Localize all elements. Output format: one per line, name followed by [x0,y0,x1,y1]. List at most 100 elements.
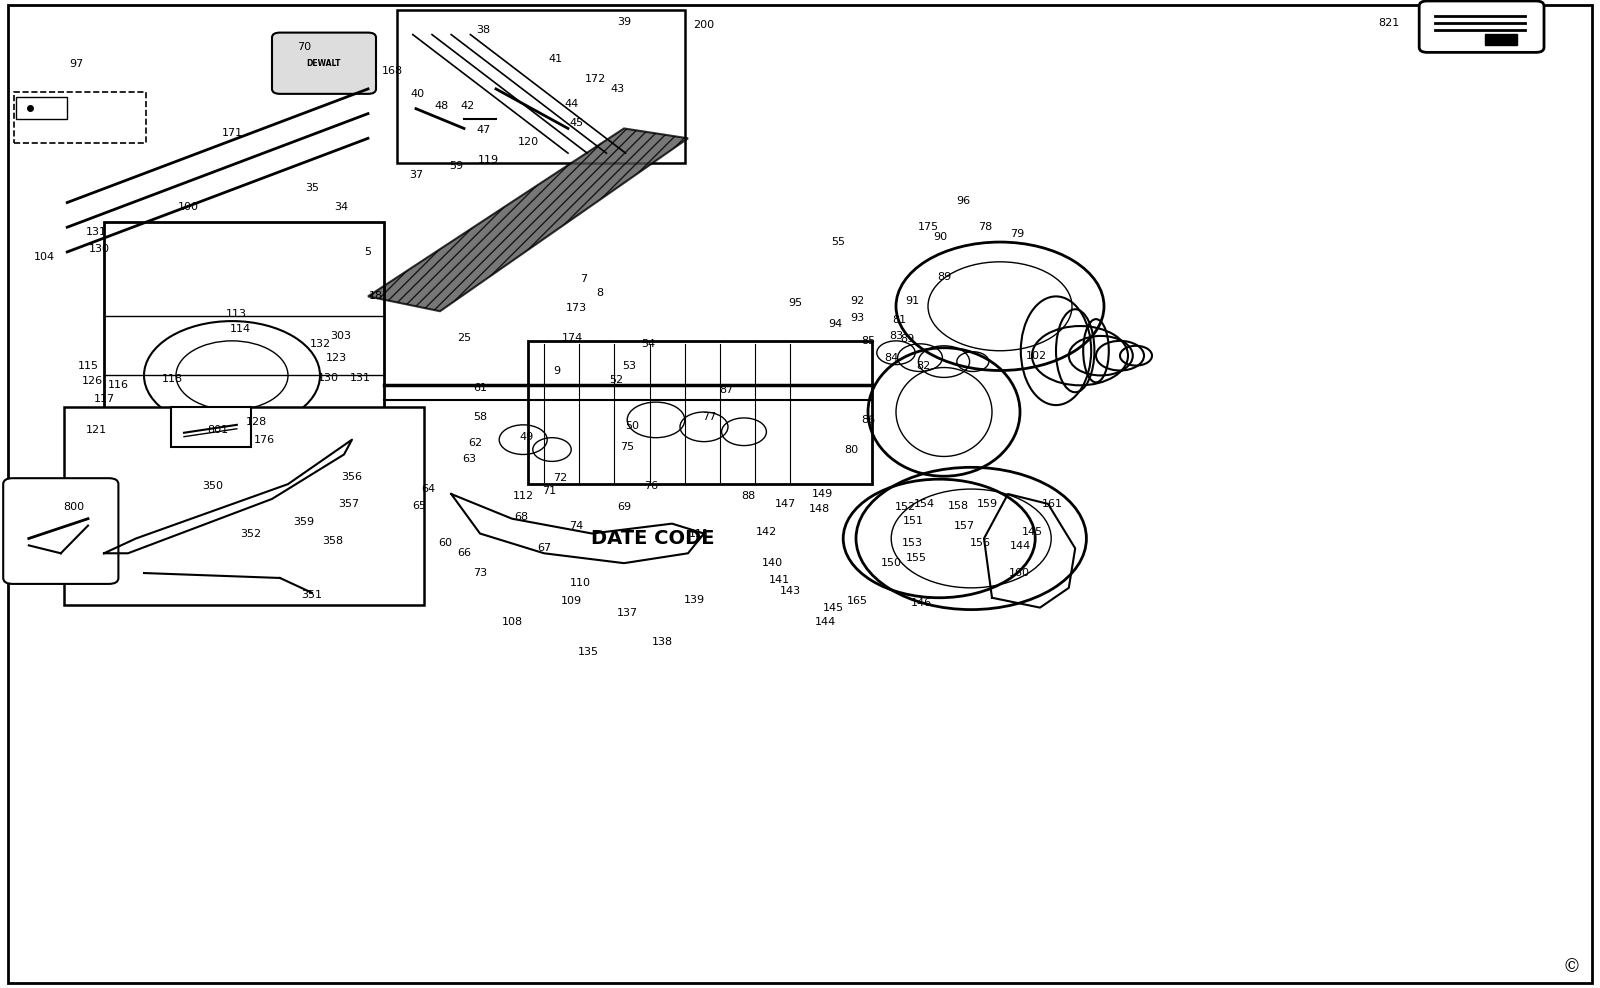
FancyBboxPatch shape [272,33,376,94]
Text: 92: 92 [851,296,864,306]
Bar [16,97,67,119]
Text: 44: 44 [565,99,578,109]
Text: 89: 89 [901,334,914,344]
Text: 356: 356 [341,472,363,482]
Text: 351: 351 [301,590,323,600]
Text: ©: © [1563,958,1581,976]
Bar [171,407,251,447]
Text: 117: 117 [93,394,115,404]
Text: 89: 89 [938,272,950,282]
Text: 49: 49 [520,432,533,442]
Text: 70: 70 [298,42,310,52]
Text: 78: 78 [979,222,992,232]
Text: 123: 123 [325,353,347,363]
Text: 160: 160 [1008,568,1030,578]
Text: 130: 130 [88,244,110,254]
Text: 150: 150 [880,558,902,568]
Text: 175: 175 [917,222,939,232]
Text: 821: 821 [1378,18,1400,28]
Bar [104,222,384,440]
Text: 5: 5 [365,247,371,257]
Text: 128: 128 [245,417,267,427]
Text: 54: 54 [642,339,654,349]
Text: 154: 154 [914,499,936,509]
Text: 80: 80 [845,445,858,454]
Text: 39: 39 [618,17,630,27]
Text: 90: 90 [934,232,947,242]
Text: 86: 86 [862,415,875,425]
FancyBboxPatch shape [3,478,118,584]
Text: 149: 149 [811,489,834,499]
Text: 63: 63 [462,454,475,464]
FancyBboxPatch shape [1419,1,1544,52]
Text: 94: 94 [829,319,842,329]
Text: 131: 131 [349,373,371,383]
Text: 165: 165 [846,596,869,606]
Text: 93: 93 [851,313,864,323]
Text: 137: 137 [616,608,638,618]
Text: 8: 8 [597,288,603,298]
Text: 131: 131 [85,227,107,237]
Text: 42: 42 [461,101,474,111]
Bar [64,407,424,605]
Text: 66: 66 [458,548,470,558]
Text: 60: 60 [438,538,451,548]
Text: 76: 76 [645,481,658,491]
Text: 153: 153 [901,538,923,548]
Text: 110: 110 [570,578,592,588]
Text: 158: 158 [947,501,970,511]
Text: 65: 65 [413,501,426,511]
Text: 152: 152 [894,502,917,512]
Text: 71: 71 [542,486,555,496]
Text: 7: 7 [581,274,587,284]
Text: 102: 102 [1026,351,1048,361]
Text: 200: 200 [693,20,715,30]
Text: 48: 48 [435,101,448,111]
Bar [528,341,872,484]
Text: 357: 357 [338,499,360,509]
Text: 352: 352 [240,529,262,538]
Bar [14,92,146,143]
Text: 174: 174 [562,333,584,343]
Text: 82: 82 [917,361,930,370]
Text: 64: 64 [422,484,435,494]
Text: 55: 55 [832,237,845,247]
Text: DEWALT: DEWALT [306,58,341,68]
Text: DATE CODE: DATE CODE [590,529,715,548]
Text: 116: 116 [107,380,130,390]
Text: 132: 132 [309,339,331,349]
Text: 58: 58 [474,412,486,422]
Text: 72: 72 [554,473,566,483]
Bar [1485,34,1517,45]
Text: 97: 97 [70,59,83,69]
Text: 115: 115 [77,361,99,370]
Text: 41: 41 [549,54,562,64]
Text: 172: 172 [584,74,606,84]
Text: 141: 141 [768,575,790,585]
Text: 52: 52 [610,375,622,385]
Text: 104: 104 [34,252,56,262]
Text: 62: 62 [469,438,482,448]
Text: 53: 53 [622,361,635,370]
Text: 157: 157 [954,521,976,531]
Text: 74: 74 [570,521,582,531]
Text: 155: 155 [906,553,928,563]
Text: 143: 143 [779,586,802,596]
Bar [397,10,685,163]
Text: 61: 61 [474,383,486,393]
Text: 130: 130 [317,373,339,383]
Text: 140: 140 [762,558,784,568]
Text: 303: 303 [330,331,352,341]
Text: 108: 108 [501,618,523,627]
Text: 171: 171 [221,128,243,138]
Text: 85: 85 [862,336,875,346]
Text: 77: 77 [702,412,715,422]
Text: 84: 84 [885,353,898,363]
Text: 156: 156 [970,538,992,548]
Text: 83: 83 [890,331,902,341]
Text: 801: 801 [206,425,229,435]
Text: 81: 81 [893,315,906,325]
Text: 119: 119 [477,155,499,165]
Text: 159: 159 [976,499,998,509]
Text: 73: 73 [474,568,486,578]
